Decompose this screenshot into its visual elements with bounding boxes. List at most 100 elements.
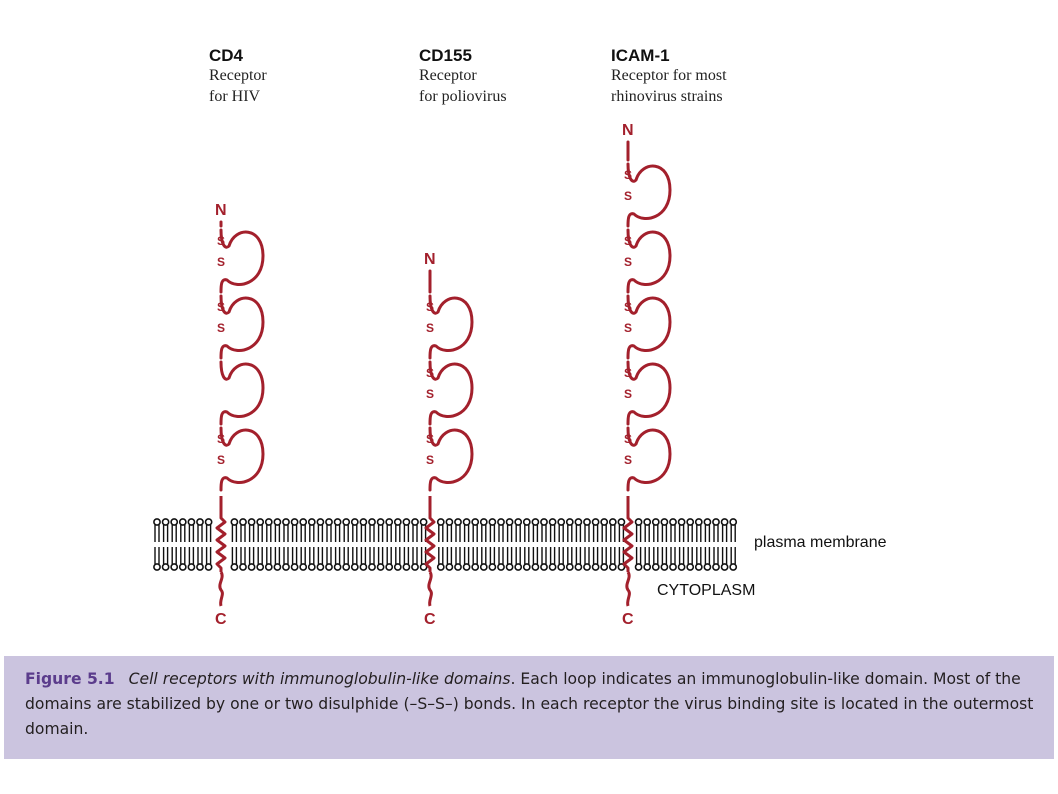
transmembrane-segment [215,496,227,572]
lipid-tail [438,525,444,542]
lipid-head [385,563,394,571]
lipid-tail [334,525,341,542]
lipid-head [651,518,660,526]
disulphide-s1: S [217,300,225,314]
lipid-head [419,563,428,571]
lipid-pair [153,518,161,571]
lipid-tail [635,525,642,542]
lipid-head [282,518,290,526]
lipid-head [359,518,368,526]
lipid-tail [618,547,625,564]
domain-loop [219,360,265,426]
lipid-pair [282,518,290,571]
lipid-head [264,518,273,526]
lipid-head [686,563,695,571]
lipid-tail [653,547,659,564]
receptor-desc-icam1: Receptor for most rhinovirus strains [611,67,727,105]
lipid-pair [325,518,333,571]
lipid-tail [687,547,693,564]
lipid-head [531,563,540,571]
lipid-tail [188,547,195,564]
lipid-head [548,518,557,526]
lipid-head [617,563,626,571]
lipid-head [557,563,566,571]
lipid-tail [266,525,272,542]
disulphide-s2: S [426,387,434,401]
lipid-head [325,518,333,526]
disulphide-s2: S [217,321,225,335]
lipid-head [514,518,523,526]
lipid-pair [342,518,351,571]
lipid-pair [436,518,445,571]
ig-domain: SS [624,294,672,360]
lipid-tail [721,525,728,542]
lipid-tail [515,525,521,542]
ig-domain: SS [426,294,474,360]
lipid-head [497,563,505,571]
lipid-tail [455,547,461,564]
lipid-pair [514,518,523,571]
lipid-pair [359,518,368,571]
lipid-tail [240,525,246,542]
lipid-tail [162,547,169,564]
lipid-tail [730,525,736,542]
lipid-pair [574,518,583,571]
lipid-pair [634,518,643,571]
lipid-tail [266,547,272,564]
ig-domain: SS [624,162,672,228]
lipid-head [471,518,480,526]
lipid-head [299,518,308,526]
lipid-head [505,563,514,571]
lipid-head [333,563,342,571]
lipid-head [540,518,548,526]
lipid-tail [283,547,289,564]
lipid-tail [171,525,177,542]
lipid-tail [257,525,263,542]
lipid-tail [610,547,616,564]
lipid-tail [291,525,298,542]
lipid-pair [565,518,574,571]
domain-loop [428,294,474,360]
domain-loop [219,426,265,492]
lipid-tail [360,547,367,564]
lipid-tail [524,525,530,542]
lipid-tail [326,525,332,542]
disulphide-s2: S [624,255,632,269]
lipid-pair [720,518,729,571]
lipid-tail [549,525,556,542]
lipid-tail [713,547,719,564]
lipid-tail [180,547,186,564]
lipid-head [643,563,652,571]
lipid-head [393,518,402,526]
lipid-pair [385,518,394,571]
lipid-pair [703,518,712,571]
lipid-tail [532,547,539,564]
lipid-tail [343,525,349,542]
disulphide-s2: S [426,321,434,335]
lipid-tail [721,547,728,564]
lipid-head [350,563,359,571]
lipid-head [454,518,462,526]
lipid-tail [506,547,513,564]
lipid-tail [283,525,289,542]
lipid-pair [591,518,600,571]
lipid-pair [479,518,488,571]
lipid-head [617,518,626,526]
lipid-pair [273,518,282,571]
lipid-pair [643,518,652,571]
lipid-head [660,518,669,526]
disulphide-s1: S [624,300,632,314]
lipid-head [436,518,445,526]
lipid-head [479,563,488,571]
lipid-head [686,518,695,526]
disulphide-s2: S [624,453,632,467]
lipid-tail [257,547,263,564]
lipid-pair [729,518,738,571]
n-terminus-label: N [622,122,634,139]
lipid-tail [248,547,255,564]
cytoplasmic-tail [625,571,631,607]
lipid-pair [411,518,419,571]
lipid-tail [713,525,719,542]
